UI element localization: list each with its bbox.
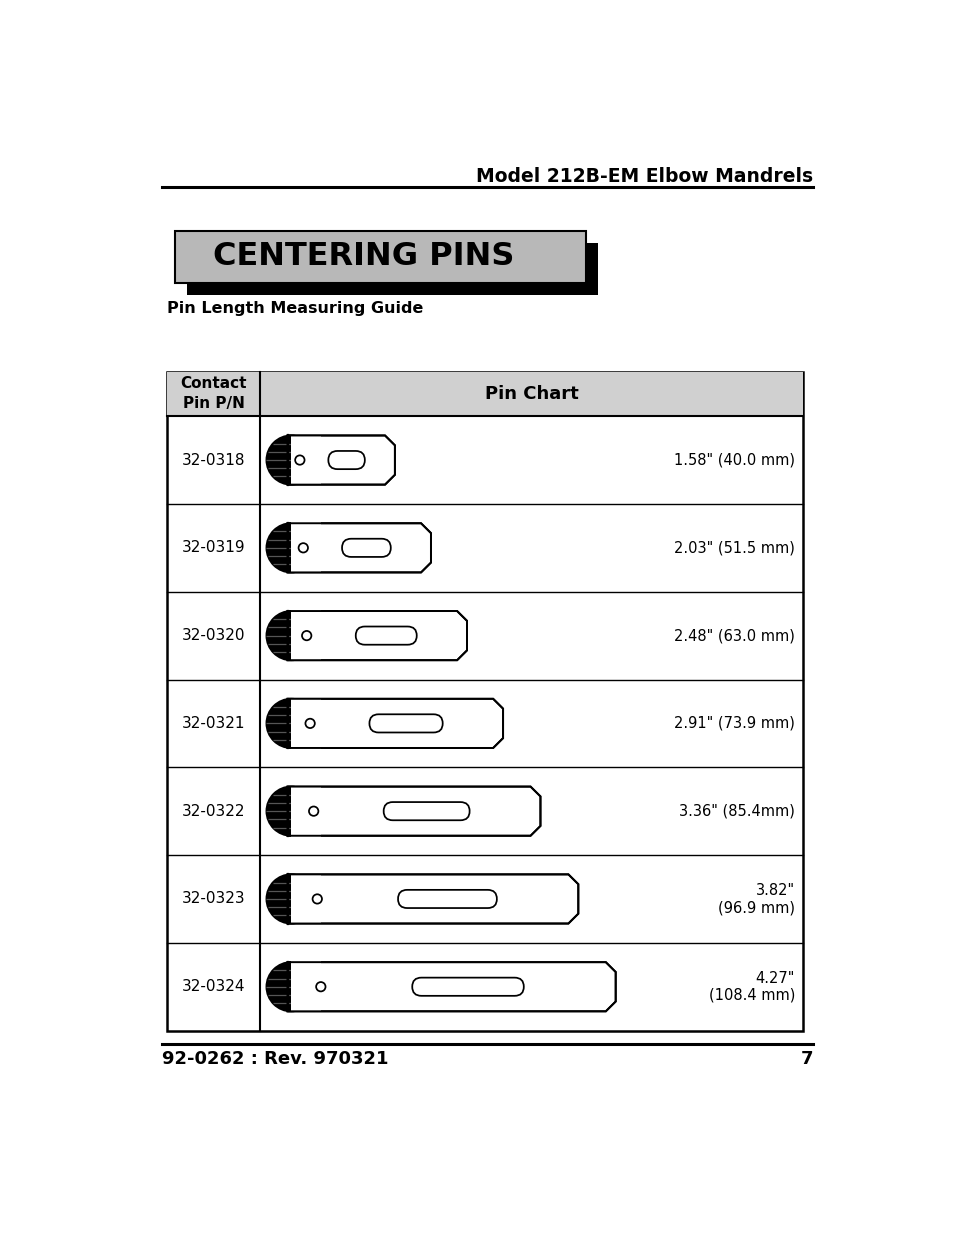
FancyBboxPatch shape	[286, 699, 495, 748]
FancyBboxPatch shape	[286, 962, 607, 1011]
Polygon shape	[287, 874, 578, 924]
Polygon shape	[287, 699, 502, 748]
Text: 7: 7	[800, 1050, 812, 1068]
Polygon shape	[287, 962, 615, 1011]
Circle shape	[313, 894, 321, 904]
Circle shape	[305, 719, 314, 729]
Text: 2.91" (73.9 mm): 2.91" (73.9 mm)	[674, 716, 794, 731]
Text: 32-0318: 32-0318	[182, 452, 245, 468]
Circle shape	[298, 543, 308, 552]
Text: 2.03" (51.5 mm): 2.03" (51.5 mm)	[674, 541, 794, 556]
Bar	[291, 873, 320, 924]
Polygon shape	[287, 787, 540, 836]
FancyBboxPatch shape	[355, 626, 416, 645]
Bar	[167, 372, 802, 1031]
Text: 32-0321: 32-0321	[182, 716, 245, 731]
Text: 32-0319: 32-0319	[182, 541, 245, 556]
Text: 32-0320: 32-0320	[182, 629, 245, 643]
Text: 1.58" (40.0 mm): 1.58" (40.0 mm)	[674, 452, 794, 468]
Circle shape	[266, 962, 315, 1011]
Bar	[291, 610, 320, 661]
FancyBboxPatch shape	[342, 538, 391, 557]
Polygon shape	[287, 436, 395, 484]
Text: Model 212B-EM Elbow Mandrels: Model 212B-EM Elbow Mandrels	[476, 168, 812, 186]
Bar	[174, 231, 585, 283]
Circle shape	[266, 436, 315, 484]
Circle shape	[266, 787, 315, 836]
Polygon shape	[287, 611, 467, 661]
Text: Pin Chart: Pin Chart	[484, 385, 578, 403]
Text: 2.48" (63.0 mm): 2.48" (63.0 mm)	[674, 629, 794, 643]
FancyBboxPatch shape	[412, 978, 523, 995]
Polygon shape	[287, 524, 431, 572]
Bar	[187, 243, 598, 295]
Text: 32-0323: 32-0323	[182, 892, 245, 906]
Circle shape	[302, 631, 311, 640]
Text: Contact
Pin P/N: Contact Pin P/N	[180, 377, 247, 411]
Circle shape	[266, 699, 315, 748]
Text: 92-0262 : Rev. 970321: 92-0262 : Rev. 970321	[162, 1050, 388, 1068]
FancyBboxPatch shape	[286, 874, 569, 924]
Text: 3.82"
(96.9 mm): 3.82" (96.9 mm)	[718, 883, 794, 915]
Text: 4.27"
(108.4 mm): 4.27" (108.4 mm)	[708, 971, 794, 1003]
Text: 32-0322: 32-0322	[182, 804, 245, 819]
Bar	[291, 961, 320, 1011]
FancyBboxPatch shape	[286, 611, 458, 661]
Circle shape	[266, 874, 315, 924]
FancyBboxPatch shape	[286, 436, 386, 484]
Bar	[167, 372, 802, 416]
Bar	[291, 785, 320, 836]
FancyBboxPatch shape	[328, 451, 364, 469]
Circle shape	[309, 806, 318, 816]
Text: 32-0324: 32-0324	[182, 979, 245, 994]
FancyBboxPatch shape	[286, 787, 532, 836]
FancyBboxPatch shape	[397, 890, 497, 908]
Bar	[291, 435, 320, 485]
FancyBboxPatch shape	[383, 802, 469, 820]
Circle shape	[294, 456, 304, 464]
Text: 3.36" (85.4mm): 3.36" (85.4mm)	[679, 804, 794, 819]
Text: CENTERING PINS: CENTERING PINS	[213, 241, 514, 272]
Circle shape	[266, 524, 315, 572]
Bar	[291, 522, 320, 573]
Circle shape	[266, 611, 315, 661]
FancyBboxPatch shape	[369, 714, 442, 732]
Text: Pin Length Measuring Guide: Pin Length Measuring Guide	[167, 301, 423, 316]
Bar	[291, 698, 320, 748]
Circle shape	[315, 982, 325, 992]
FancyBboxPatch shape	[286, 524, 422, 572]
